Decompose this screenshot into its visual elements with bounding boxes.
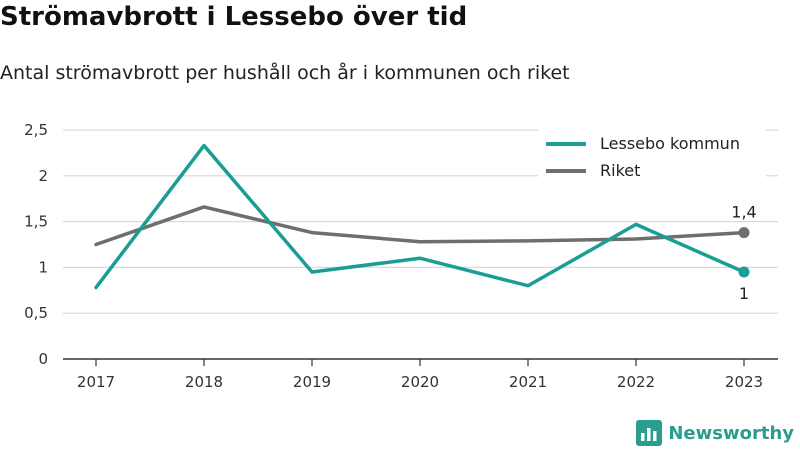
legend-background: [538, 128, 766, 186]
legend-label: Riket: [600, 161, 640, 180]
x-tick-label: 2018: [185, 373, 223, 391]
brand-name: Newsworthy: [668, 422, 794, 444]
x-tick-label: 2023: [725, 373, 763, 391]
end-value-label: 1,4: [731, 203, 756, 222]
y-tick-label: 2: [38, 167, 48, 185]
x-tick-label: 2017: [77, 373, 115, 391]
series-end-marker: [738, 266, 750, 278]
x-tick-label: 2022: [617, 373, 655, 391]
y-tick-label: 1: [38, 258, 48, 276]
x-tick-label: 2021: [509, 373, 547, 391]
y-tick-label: 1,5: [24, 213, 48, 231]
y-tick-label: 2,5: [24, 121, 48, 139]
x-tick-label: 2019: [293, 373, 331, 391]
x-tick-label: 2020: [401, 373, 439, 391]
brand-logo: Newsworthy: [636, 420, 794, 446]
newsworthy-logo-icon: [636, 420, 663, 446]
legend-label: Lessebo kommun: [600, 134, 740, 153]
series-line-riket: [94, 205, 746, 247]
y-tick-label: 0: [38, 350, 48, 368]
series-line-lessebo-kommun: [94, 143, 746, 290]
chart-title: Strömavbrott i Lessebo över tid: [0, 2, 468, 32]
y-tick-label: 0,5: [24, 304, 48, 322]
end-value-label: 1: [739, 284, 749, 303]
series-end-marker: [738, 227, 750, 239]
chart-subtitle: Antal strömavbrott per hushåll och år i …: [0, 62, 570, 84]
